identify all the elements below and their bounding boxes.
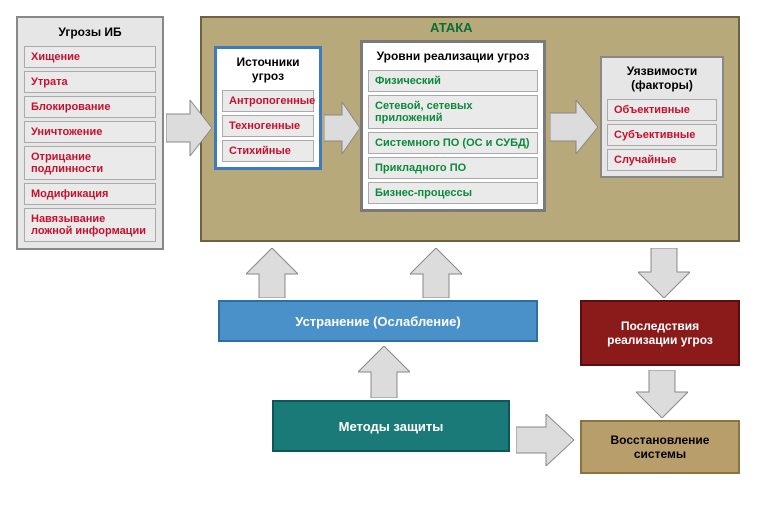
elimination-box: Устранение (Ослабление) [218, 300, 538, 342]
vulnerabilities-header: Уязвимости (факторы) [604, 60, 720, 96]
sources-item: Антропогенные [222, 90, 314, 112]
sources-item: Стихийные [222, 140, 314, 162]
arrow-cons-down [636, 370, 688, 418]
sources-panel: Источники угроз Антропогенные Техногенные… [214, 46, 322, 170]
threats-item: Отрицание подлинности [24, 146, 156, 180]
threats-item: Утрата [24, 71, 156, 93]
arrow-elim-up-2 [410, 248, 462, 298]
vulnerabilities-item: Субъективные [607, 124, 717, 146]
sources-item: Техногенные [222, 115, 314, 137]
vulnerabilities-panel: Уязвимости (факторы) Объективные Субъекти… [600, 56, 724, 178]
levels-item: Сетевой, сетевых приложений [368, 95, 538, 129]
arrow-methods-up [358, 346, 410, 398]
sources-header: Источники угроз [219, 51, 317, 87]
levels-header: Уровни реализации угроз [365, 45, 541, 67]
arrow-methods-to-restoration [516, 414, 574, 466]
arrow-levels-to-vuln [550, 100, 598, 154]
arrow-elim-up-1 [246, 248, 298, 298]
levels-panel: Уровни реализации угроз Физический Сетево… [360, 40, 546, 212]
vulnerabilities-item: Объективные [607, 99, 717, 121]
arrow-vuln-down [638, 248, 690, 298]
levels-item: Системного ПО (ОС и СУБД) [368, 132, 538, 154]
levels-item: Физический [368, 70, 538, 92]
arrow-sources-to-levels [324, 102, 360, 154]
threats-item: Блокирование [24, 96, 156, 118]
threats-item: Хищение [24, 46, 156, 68]
levels-item: Бизнес-процессы [368, 182, 538, 204]
attack-label: АТАКА [430, 20, 473, 35]
consequences-box: Последствия реализации угроз [580, 300, 740, 366]
arrow-threats-to-sources [166, 100, 212, 156]
threats-header: Угрозы ИБ [21, 21, 159, 43]
methods-box: Методы защиты [272, 400, 510, 452]
threats-panel: Угрозы ИБ Хищение Утрата Блокирование Уничт… [16, 16, 164, 250]
threats-item: Навязывание ложной информации [24, 208, 156, 242]
threats-item: Модификация [24, 183, 156, 205]
restoration-box: Восстановление системы [580, 420, 740, 474]
levels-item: Прикладного ПО [368, 157, 538, 179]
vulnerabilities-item: Случайные [607, 149, 717, 171]
threats-item: Уничтожение [24, 121, 156, 143]
